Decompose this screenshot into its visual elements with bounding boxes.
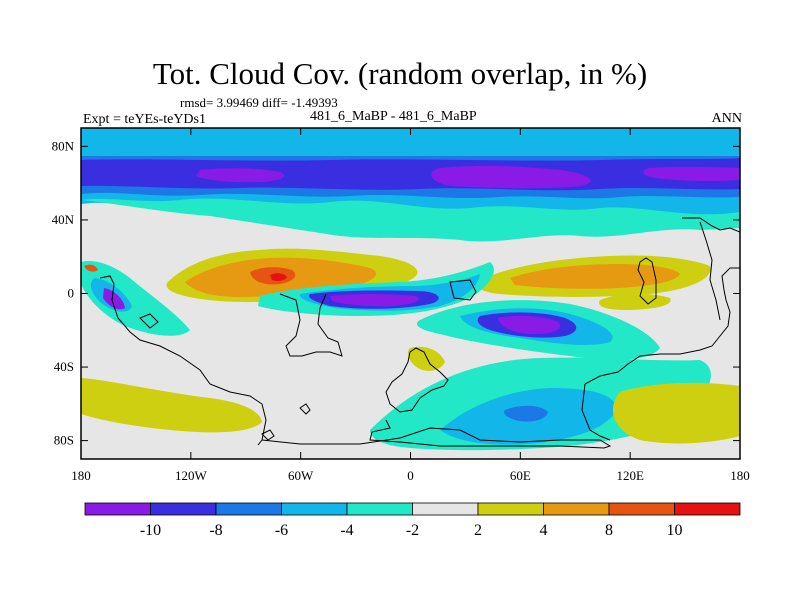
coastline-east-indian bbox=[584, 267, 740, 385]
y-tick-label: 80N bbox=[52, 138, 75, 153]
colorbar-label: 10 bbox=[667, 522, 683, 539]
contour-positive-indian-orange bbox=[510, 264, 680, 289]
x-tick-label: 60W bbox=[288, 468, 314, 483]
colorbar-label: -8 bbox=[209, 522, 222, 539]
y-tick-label: 0 bbox=[68, 286, 75, 301]
contour-band-north-lightblue bbox=[81, 128, 740, 156]
y-tick-label: 40S bbox=[54, 359, 74, 374]
contour-positive-southern-east bbox=[612, 382, 740, 444]
colorbar-label: -10 bbox=[140, 522, 161, 539]
chart-title: Tot. Cloud Cov. (random overlap, in %) bbox=[152, 56, 648, 91]
x-tick-label: 60E bbox=[510, 468, 531, 483]
colorbar-swatch bbox=[543, 502, 610, 516]
contour-negative-west-pacific-purple bbox=[103, 288, 125, 310]
coastline-central-islands bbox=[449, 279, 477, 301]
coastline-layer bbox=[99, 217, 740, 449]
coastline-south-pacific-island bbox=[299, 403, 311, 415]
coastline-africa bbox=[385, 347, 449, 413]
x-tick-label: 0 bbox=[407, 468, 414, 483]
y-tick-label: 80S bbox=[54, 433, 74, 448]
experiment-label: Expt = teYEs-teYDs1 bbox=[83, 112, 206, 127]
stats-label: rmsd= 3.99469 diff= -1.49393 bbox=[180, 95, 338, 110]
coastline-tropics-west bbox=[139, 313, 159, 329]
x-tick-label: 120W bbox=[175, 468, 208, 483]
colorbar-swatch bbox=[84, 502, 151, 516]
contour-band-north-teal bbox=[81, 198, 740, 242]
colorbar-label: -4 bbox=[340, 522, 353, 539]
coastline-antarctica bbox=[261, 419, 612, 449]
coastline-south-america bbox=[279, 293, 343, 357]
colorbar: -10 -8 -6 -4 -2 2 4 8 10 bbox=[84, 502, 741, 539]
coastline-antarctic-peninsula bbox=[261, 429, 275, 441]
y-tick-label: 40N bbox=[52, 212, 75, 227]
contour-positive-south-america bbox=[407, 346, 445, 371]
contour-positive-mid-atlantic bbox=[599, 293, 671, 310]
coastline-northeast bbox=[682, 217, 740, 233]
coastline-east-indian-lower bbox=[581, 383, 611, 441]
colorbar-swatch bbox=[215, 502, 282, 516]
colorbar-label: -6 bbox=[275, 522, 288, 539]
coastline-northeast-inner bbox=[699, 221, 721, 321]
colorbar-swatch bbox=[412, 502, 479, 516]
contour-band-north-purple bbox=[431, 165, 591, 189]
colorbar-label: 8 bbox=[605, 522, 613, 539]
colorbar-label: -2 bbox=[406, 522, 419, 539]
coastline-australia bbox=[99, 275, 267, 446]
colorbar-label: 4 bbox=[540, 522, 548, 539]
x-tick-label: 120E bbox=[616, 468, 644, 483]
x-tick-label: 180 bbox=[730, 468, 750, 483]
contour-negative-west-pacific bbox=[81, 260, 190, 336]
contour-band-north-darkblue bbox=[81, 158, 740, 191]
contour-negative-indian-south-purple bbox=[498, 315, 561, 334]
colorbar-swatch bbox=[150, 502, 217, 516]
contour-positive-west-edge bbox=[84, 264, 98, 272]
colorbar-swatch bbox=[346, 502, 413, 516]
contour-negative-southern-darkblue bbox=[504, 405, 548, 422]
axis-tick-layer: 180 120W 60W 0 60E 120E 180 80N 40N 0 40S 80S bbox=[52, 128, 750, 483]
contour-band-north-purple-east bbox=[643, 166, 740, 182]
contour-positive-pacific-max bbox=[270, 273, 287, 281]
contour-negative-tropics-purple bbox=[330, 294, 419, 307]
case-label: 481_6_MaBP - 481_6_MaBP bbox=[310, 109, 477, 124]
colorbar-label: 2 bbox=[474, 522, 482, 539]
colorbar-swatch bbox=[608, 502, 675, 516]
season-label: ANN bbox=[711, 111, 742, 126]
coastline-indonesia bbox=[637, 257, 657, 305]
colorbar-swatch bbox=[281, 502, 348, 516]
colorbar-swatch bbox=[674, 502, 741, 516]
colorbar-swatch bbox=[477, 502, 544, 516]
contour-fill-layer bbox=[81, 128, 740, 459]
contour-positive-southern-west bbox=[81, 378, 262, 433]
contour-band-north-purple-west bbox=[196, 168, 285, 183]
x-tick-label: 180 bbox=[71, 468, 91, 483]
